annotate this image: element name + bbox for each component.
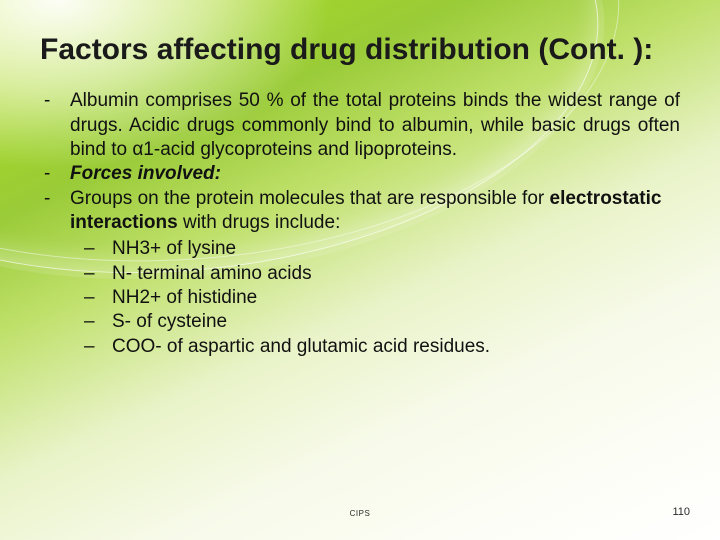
sub-item-2-text: N- terminal amino acids	[112, 262, 680, 286]
endash-icon	[82, 286, 112, 310]
bullet-3: Groups on the protein molecules that are…	[40, 187, 680, 236]
footer-center: CIPS	[0, 509, 720, 518]
bullet-2-text: Forces involved:	[70, 162, 680, 186]
endash-icon	[82, 237, 112, 261]
bullet-3-text: Groups on the protein molecules that are…	[70, 187, 680, 236]
endash-icon	[82, 310, 112, 334]
bullet-2: Forces involved:	[40, 162, 680, 186]
body-text: Albumin comprises 50 % of the total prot…	[40, 89, 680, 358]
bullet-1: Albumin comprises 50 % of the total prot…	[40, 89, 680, 162]
endash-icon	[82, 262, 112, 286]
sub-item-1: NH3+ of lysine	[40, 237, 680, 261]
sub-item-5-text: COO- of aspartic and glutamic acid resid…	[112, 335, 680, 359]
sub-item-3: NH2+ of histidine	[40, 286, 680, 310]
dash-icon	[40, 162, 70, 186]
page-number: 110	[672, 506, 690, 518]
bullet-3-pre: Groups on the protein molecules that are…	[70, 188, 550, 209]
endash-icon	[82, 335, 112, 359]
slide-title: Factors affecting drug distribution (Con…	[40, 32, 680, 67]
bullet-1-text: Albumin comprises 50 % of the total prot…	[70, 89, 680, 162]
sub-item-1-text: NH3+ of lysine	[112, 237, 680, 261]
sub-item-4: S- of cysteine	[40, 310, 680, 334]
sub-item-5: COO- of aspartic and glutamic acid resid…	[40, 335, 680, 359]
slide: Factors affecting drug distribution (Con…	[0, 0, 720, 540]
bullet-3-post: with drugs include:	[178, 212, 341, 233]
sub-list: NH3+ of lysine N- terminal amino acids N…	[40, 237, 680, 359]
content-area: Factors affecting drug distribution (Con…	[40, 32, 680, 359]
sub-item-3-text: NH2+ of histidine	[112, 286, 680, 310]
sub-item-2: N- terminal amino acids	[40, 262, 680, 286]
sub-item-4-text: S- of cysteine	[112, 310, 680, 334]
dash-icon	[40, 187, 70, 236]
dash-icon	[40, 89, 70, 162]
